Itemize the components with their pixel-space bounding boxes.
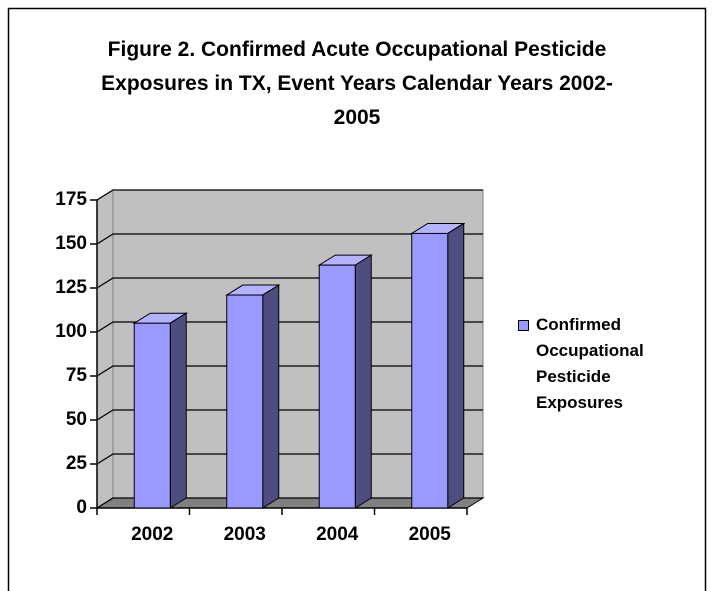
side-wall <box>96 189 114 509</box>
legend: Confirmed Occupational Pesticide Exposur… <box>518 312 678 416</box>
grid-line <box>96 189 483 201</box>
grid-line <box>96 233 483 245</box>
x-tick-label: 2002 <box>131 524 173 545</box>
y-tick-label: 50 <box>66 409 87 430</box>
legend-swatch <box>518 320 529 331</box>
bar-side <box>447 222 465 509</box>
y-tick-label: 175 <box>55 189 87 210</box>
chart-border <box>7 7 707 591</box>
chart-title: Figure 2. Confirmed Acute Occupational P… <box>101 38 613 129</box>
bar-side <box>354 254 372 509</box>
bar-side <box>169 312 187 509</box>
y-tick-label: 125 <box>55 277 87 298</box>
y-tick-label: 150 <box>55 233 87 254</box>
y-tick-label: 0 <box>76 497 87 518</box>
x-tick-label: 2004 <box>316 524 359 545</box>
bar <box>133 322 171 509</box>
y-tick-label: 100 <box>55 321 87 342</box>
bar <box>318 264 356 509</box>
bar <box>411 232 449 509</box>
y-tick-label: 75 <box>66 365 88 386</box>
y-tick-label: 25 <box>66 453 88 474</box>
bar <box>226 294 264 509</box>
bar-side <box>262 284 280 509</box>
x-tick-label: 2005 <box>409 524 452 545</box>
x-tick-label: 2003 <box>224 524 266 545</box>
legend-label: Confirmed Occupational Pesticide Exposur… <box>536 315 644 412</box>
